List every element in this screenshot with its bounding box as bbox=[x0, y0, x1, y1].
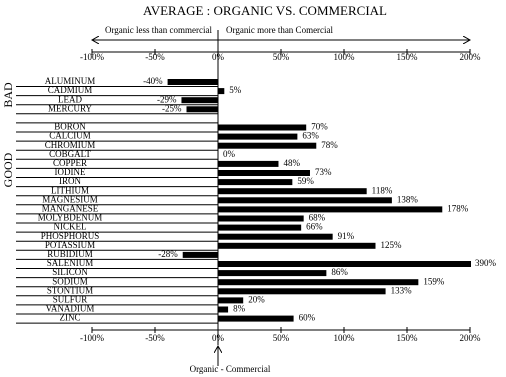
value-label: 159% bbox=[423, 276, 445, 286]
chart-title: AVERAGE : ORGANIC VS. COMMERCIAL bbox=[143, 3, 387, 18]
category-label: MOLYBDENUM bbox=[38, 213, 103, 223]
value-label: -25% bbox=[162, 103, 182, 113]
bar bbox=[218, 288, 386, 295]
bar bbox=[218, 124, 307, 131]
category-label: PHOSPHORUS bbox=[41, 231, 100, 241]
x-tick-label: 200% bbox=[460, 52, 482, 62]
x-tick-label: -50% bbox=[145, 52, 165, 62]
value-label: 63% bbox=[302, 131, 319, 141]
bar bbox=[218, 160, 279, 167]
category-label: NICKEL bbox=[54, 222, 87, 232]
category-label: STONTIUM bbox=[47, 285, 93, 295]
category-label: CHROMIUM bbox=[45, 140, 96, 150]
x-tick-label: 50% bbox=[273, 333, 290, 343]
category-label: SALENIUM bbox=[47, 258, 94, 268]
value-label: 125% bbox=[381, 240, 403, 250]
value-label: -29% bbox=[157, 94, 177, 104]
bar bbox=[218, 88, 225, 95]
bar bbox=[186, 106, 218, 113]
category-label: COBGALT bbox=[49, 149, 91, 159]
bar bbox=[218, 242, 376, 249]
bar bbox=[218, 306, 229, 313]
value-label: 66% bbox=[306, 222, 323, 232]
category-label: LITHIUM bbox=[51, 185, 89, 195]
category-label: IRON bbox=[59, 176, 81, 186]
category-label: BORON bbox=[54, 122, 86, 132]
value-label: 68% bbox=[309, 213, 326, 223]
value-label: -40% bbox=[143, 76, 163, 86]
value-label: 5% bbox=[229, 85, 242, 95]
category-label: IODINE bbox=[55, 167, 86, 177]
bar bbox=[181, 97, 218, 104]
value-label: 78% bbox=[321, 140, 338, 150]
x-tick-label: 0% bbox=[212, 52, 225, 62]
category-label: POTASSIUM bbox=[45, 240, 95, 250]
x-tick-label: 200% bbox=[460, 333, 482, 343]
group-label: BAD bbox=[1, 82, 15, 108]
x-tick-label: 150% bbox=[397, 333, 419, 343]
category-label: RUBIDIUM bbox=[47, 249, 93, 259]
x-tick-label: 0% bbox=[212, 333, 225, 343]
category-label: ALUMINUM bbox=[45, 76, 96, 86]
bar bbox=[218, 133, 298, 140]
bar bbox=[218, 224, 302, 231]
bar bbox=[218, 215, 304, 222]
category-label: LEAD bbox=[58, 94, 82, 104]
bar bbox=[218, 188, 367, 195]
value-label: 91% bbox=[338, 231, 355, 241]
category-label: MANGANESE bbox=[42, 203, 99, 213]
category-label: MERCURY bbox=[48, 103, 93, 113]
bar bbox=[218, 179, 293, 186]
value-label: 0% bbox=[223, 149, 236, 159]
category-label: SULFUR bbox=[53, 294, 88, 304]
x-tick-label: 100% bbox=[334, 333, 356, 343]
x-tick-label: 100% bbox=[334, 52, 356, 62]
bar bbox=[218, 197, 392, 204]
bar bbox=[218, 233, 333, 240]
x-tick-label: -50% bbox=[145, 333, 165, 343]
value-label: 70% bbox=[311, 122, 328, 132]
x-tick-label: 150% bbox=[397, 52, 419, 62]
bar bbox=[218, 279, 419, 286]
bar bbox=[218, 315, 294, 322]
left-arrow-label: Organic less than commercial bbox=[105, 25, 213, 35]
category-label: COPPER bbox=[53, 158, 87, 168]
bar bbox=[167, 79, 218, 85]
category-label: CALCIUM bbox=[49, 131, 91, 141]
bar bbox=[182, 251, 218, 258]
category-label: SILICON bbox=[52, 267, 88, 277]
value-label: 60% bbox=[299, 313, 316, 323]
bar bbox=[218, 261, 471, 267]
right-arrow-label: Organic more than Comercial bbox=[226, 25, 334, 35]
bar bbox=[218, 297, 244, 304]
category-label: SODIUM bbox=[52, 276, 88, 286]
x-axis-label: Organic - Commercial bbox=[190, 364, 271, 374]
value-label: 133% bbox=[391, 285, 413, 295]
value-label: 178% bbox=[447, 203, 469, 213]
category-label: CADMIUM bbox=[48, 85, 93, 95]
value-label: 20% bbox=[248, 294, 265, 304]
plot-area bbox=[167, 79, 471, 322]
category-label: MAGNESIUM bbox=[42, 194, 98, 204]
group-label: GOOD bbox=[1, 152, 15, 187]
x-tick-label: -100% bbox=[80, 52, 104, 62]
value-label: 8% bbox=[233, 304, 246, 314]
bar bbox=[218, 142, 317, 149]
value-label: 390% bbox=[475, 258, 497, 268]
category-label: VANADIUM bbox=[46, 304, 95, 314]
x-tick-label: -100% bbox=[80, 333, 104, 343]
value-label: 48% bbox=[283, 158, 300, 168]
value-label: 86% bbox=[331, 267, 348, 277]
value-label: 73% bbox=[315, 167, 332, 177]
x-tick-label: 50% bbox=[273, 52, 290, 62]
value-label: 118% bbox=[372, 185, 393, 195]
bar bbox=[218, 170, 310, 176]
value-label: -28% bbox=[158, 249, 178, 259]
bar bbox=[218, 206, 443, 213]
value-label: 138% bbox=[397, 194, 419, 204]
category-label: ZINC bbox=[60, 313, 81, 323]
value-label: 59% bbox=[297, 176, 314, 186]
bar bbox=[218, 270, 327, 277]
